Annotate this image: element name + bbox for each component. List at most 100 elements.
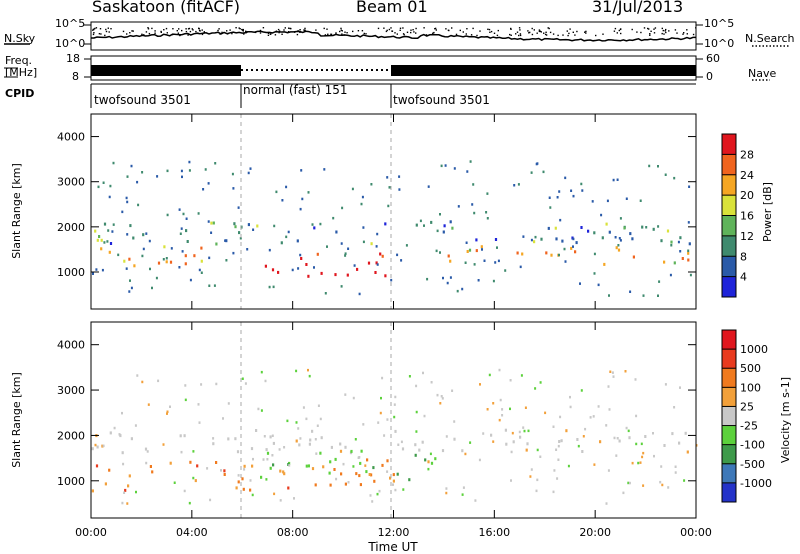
data-cell-sparse	[293, 497, 295, 500]
data-cell-sparse	[390, 278, 393, 282]
data-cell-sparse	[156, 175, 159, 178]
data-cell-sparse	[173, 481, 176, 484]
power-cbar-label: 12	[740, 230, 754, 243]
power-cbar-label: 4	[740, 271, 747, 284]
data-cell-sparse	[567, 464, 570, 468]
noise-dot	[459, 29, 461, 32]
noise-dot	[527, 30, 529, 32]
noise-dot	[557, 34, 559, 37]
data-cell-sparse	[393, 415, 396, 419]
data-cell-sparse	[273, 224, 276, 228]
data-cell-sparse	[408, 375, 411, 378]
data-cell	[480, 245, 483, 249]
data-cell	[688, 242, 691, 246]
noise-dot	[151, 27, 153, 30]
data-cell-sparse	[471, 203, 474, 206]
freq-right-tick-top: 60	[706, 52, 720, 65]
data-cell-sparse	[313, 266, 315, 269]
data-cell	[356, 267, 359, 271]
data-cell	[628, 436, 631, 440]
data-cell-sparse	[207, 182, 210, 185]
data-cell-sparse	[101, 268, 104, 272]
freq-bar-2	[391, 65, 696, 76]
data-cell-sparse	[197, 403, 200, 406]
noise-dot	[614, 27, 617, 30]
data-cell-sparse	[639, 199, 642, 202]
velocity-swatch	[722, 406, 736, 427]
data-cell-sparse	[117, 253, 120, 257]
noise-dot	[181, 29, 183, 32]
data-cell-sparse	[524, 406, 527, 409]
noise-dot	[516, 31, 519, 33]
data-cell-sparse	[102, 444, 105, 448]
noise-dot	[94, 27, 96, 30]
noise-dot	[361, 30, 364, 32]
data-cell-sparse	[569, 405, 572, 409]
data-cell	[359, 483, 362, 487]
noise-dot	[425, 34, 428, 36]
noise-dot	[340, 29, 342, 31]
noise-dot	[241, 28, 243, 31]
data-cell-sparse	[300, 169, 303, 172]
data-cell-sparse	[564, 176, 567, 180]
data-cell-sparse	[220, 469, 222, 472]
noise-dot	[98, 33, 101, 35]
data-cell	[277, 270, 280, 274]
data-cell	[384, 274, 387, 278]
noise-dot	[294, 31, 296, 33]
data-cell	[631, 237, 634, 241]
data-cell	[269, 466, 272, 470]
data-cell-sparse	[689, 273, 692, 277]
data-cell-sparse	[178, 208, 181, 211]
data-cell-sparse	[317, 404, 320, 407]
noise-dot	[201, 29, 203, 31]
data-cell	[415, 223, 418, 227]
noise-dot	[192, 29, 194, 31]
data-cell-sparse	[264, 379, 267, 383]
data-cell	[196, 464, 199, 468]
noise-dot	[433, 31, 435, 34]
data-cell-sparse	[673, 176, 676, 180]
velocity-cbar-label: -1000	[740, 477, 772, 490]
data-cell-sparse	[518, 430, 521, 434]
data-cell-sparse	[570, 189, 573, 192]
noise-dot	[668, 30, 670, 32]
data-cell	[186, 240, 189, 243]
data-cell-sparse	[456, 289, 459, 293]
data-cell-sparse	[530, 468, 533, 471]
noise-dot	[385, 30, 388, 33]
velocity-swatch	[722, 444, 736, 465]
data-cell-sparse	[341, 206, 344, 210]
data-cell-sparse	[451, 389, 454, 392]
data-cell-sparse	[427, 467, 430, 471]
data-cell-sparse	[364, 464, 367, 467]
time-tick-label: 12:00	[378, 526, 410, 539]
data-cell	[442, 230, 445, 234]
noise-right-tick-top: 10^5	[704, 17, 735, 30]
data-cell-sparse	[151, 286, 153, 290]
noise-dot	[497, 29, 499, 32]
noise-dot	[105, 30, 108, 33]
noise-dot	[584, 31, 586, 33]
noise-dot	[415, 32, 417, 34]
data-cell-sparse	[625, 426, 628, 430]
data-cell-sparse	[281, 199, 284, 202]
data-cell-sparse	[564, 260, 567, 263]
data-cell	[618, 439, 621, 443]
data-cell-sparse	[376, 232, 379, 236]
data-cell	[271, 268, 275, 272]
noise-dot	[304, 27, 306, 30]
data-cell-sparse	[386, 418, 389, 421]
data-cell-sparse	[473, 211, 476, 215]
data-cell-sparse	[125, 196, 128, 200]
noise-dot	[297, 30, 299, 32]
data-cell-sparse	[112, 223, 115, 226]
data-cell-sparse	[552, 425, 555, 428]
data-cell-sparse	[674, 465, 677, 468]
noise-dot	[287, 31, 290, 33]
data-cell	[663, 260, 666, 264]
data-cell	[279, 469, 282, 473]
data-cell	[374, 271, 377, 274]
data-cell-sparse	[637, 461, 640, 465]
noise-dot	[283, 29, 285, 31]
